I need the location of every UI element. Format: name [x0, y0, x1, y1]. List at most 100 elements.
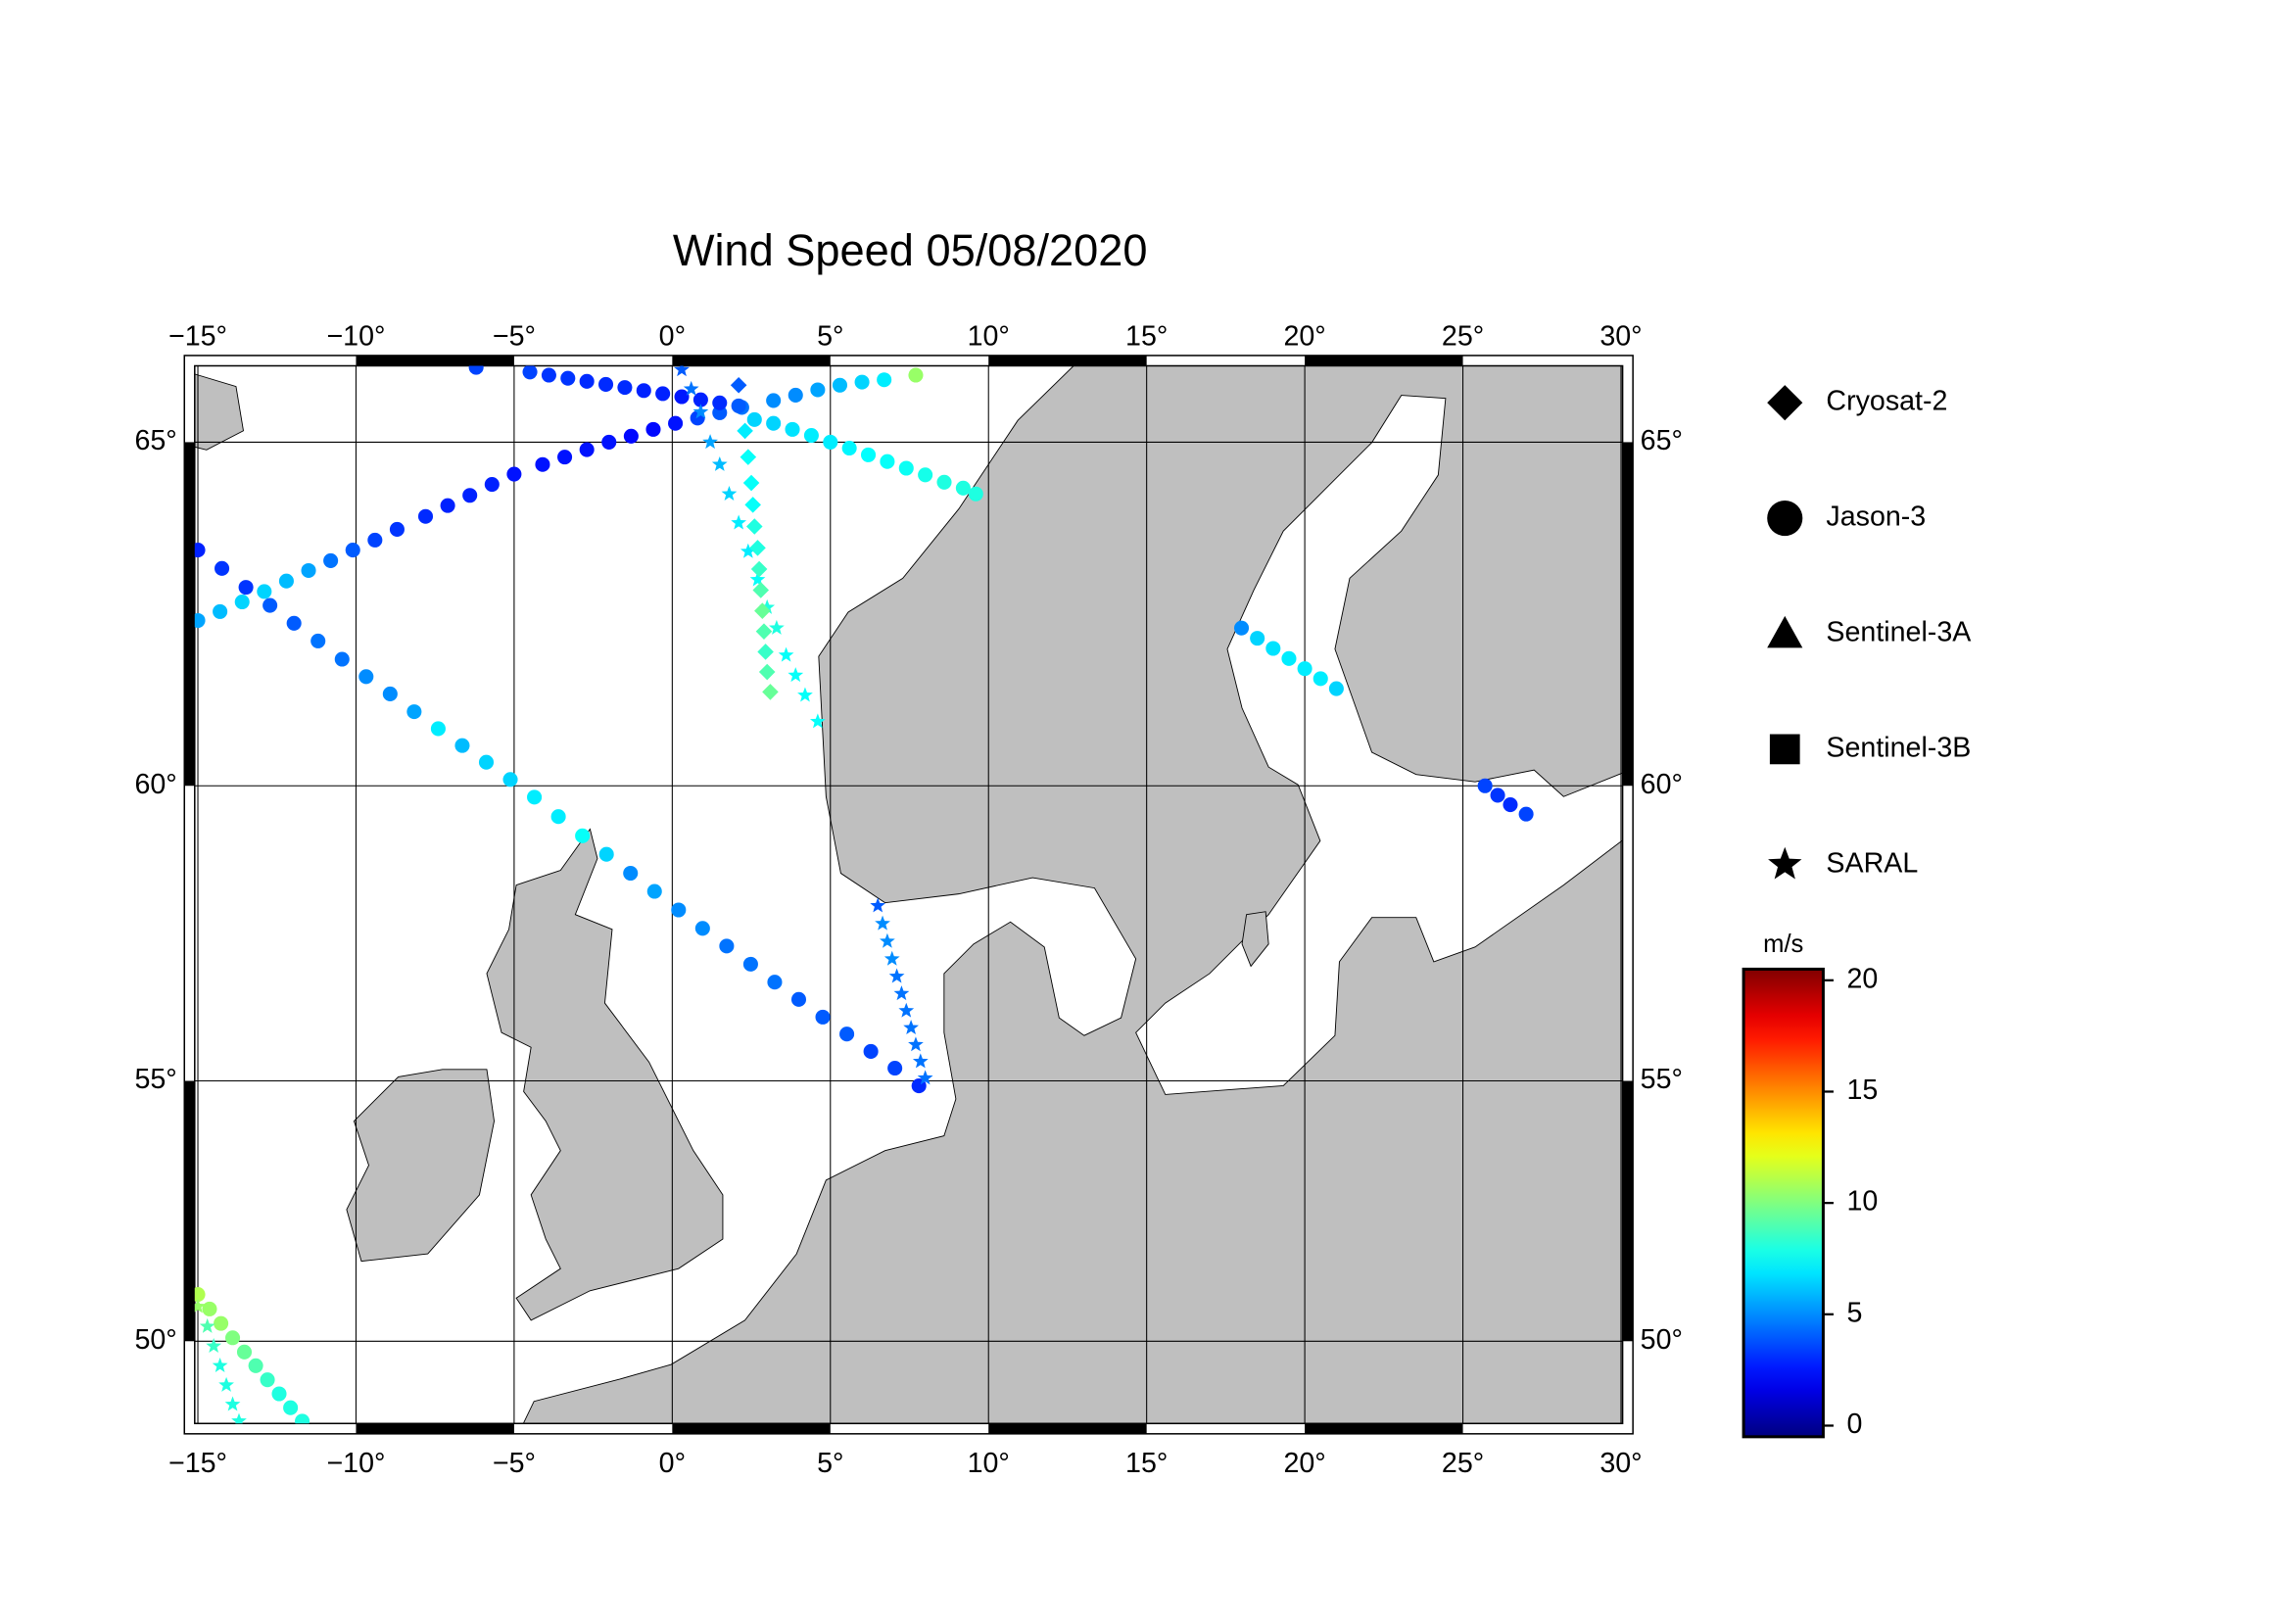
y-tick-label: 65° [134, 425, 176, 456]
x-tick-label: 5° [817, 1448, 843, 1479]
track-point [671, 902, 687, 918]
track-point [225, 1330, 241, 1346]
track-point [541, 367, 556, 383]
legend-marker [1769, 734, 1800, 765]
track-point [918, 467, 933, 483]
track-point [1503, 797, 1518, 813]
track-point [674, 389, 690, 405]
x-tick-label: −15° [168, 1448, 227, 1479]
frame-bar [988, 1423, 1147, 1434]
track-point [334, 651, 350, 667]
frame-bar [1622, 1080, 1634, 1342]
track-point [674, 365, 690, 377]
land [194, 373, 244, 451]
track-point [1297, 661, 1313, 677]
track-point [527, 789, 543, 805]
land [346, 1069, 495, 1263]
track-point [758, 663, 776, 681]
track-point [1518, 806, 1534, 822]
track-point [731, 398, 746, 413]
track-point [908, 367, 924, 383]
track-point [367, 532, 383, 548]
y-tick-label: 50° [134, 1324, 176, 1356]
frame-bar [356, 355, 514, 366]
track-point [213, 603, 228, 619]
legend-label: Sentinel-3B [1826, 732, 1971, 763]
track-point [731, 514, 747, 530]
track-point [1250, 631, 1265, 646]
frame-bar [1305, 1423, 1463, 1434]
track-point [746, 411, 762, 427]
frame-bar [672, 1423, 831, 1434]
track-point [854, 374, 870, 390]
y-tick-label: 60° [134, 769, 176, 800]
colorbar-tick-label: 20 [1847, 963, 1879, 994]
track-point [841, 440, 857, 456]
track-point [898, 1002, 915, 1018]
track-point [655, 386, 671, 402]
track-point [955, 480, 971, 496]
track-point [888, 968, 905, 983]
legend-marker [1767, 500, 1803, 537]
track-point [917, 1070, 933, 1085]
land [522, 365, 1623, 1424]
track-point [623, 428, 639, 444]
y-tick-label: 65° [1641, 425, 1683, 456]
track-point [797, 687, 813, 702]
track-point [214, 1315, 229, 1331]
track-point [702, 434, 718, 450]
frame-bar [1305, 355, 1463, 366]
track-point [560, 370, 576, 386]
track-point [721, 485, 738, 501]
tracks [194, 365, 1534, 1424]
y-tick-label: 55° [1641, 1064, 1683, 1095]
track-point [238, 580, 254, 596]
track-point [224, 1396, 241, 1411]
track-point [440, 498, 455, 513]
track-point [1281, 650, 1297, 666]
track-point [579, 373, 595, 389]
track-point [598, 846, 614, 862]
track-point [484, 477, 500, 493]
colorbar-tick-label: 0 [1847, 1409, 1863, 1440]
track-point [912, 1053, 929, 1069]
track-point [417, 508, 434, 524]
track-point [271, 1386, 287, 1402]
track-point [579, 442, 595, 457]
track-point [194, 543, 206, 558]
track-point [502, 772, 518, 788]
track-point [462, 488, 478, 503]
track-point [740, 543, 756, 558]
track-point [301, 562, 316, 579]
track-point [278, 573, 294, 589]
track-point [215, 560, 230, 576]
track-point [260, 1372, 275, 1388]
track-point [1233, 620, 1250, 636]
x-tick-label: 10° [968, 1448, 1010, 1479]
track-point [202, 1301, 217, 1316]
track-point [323, 552, 339, 568]
track-point [803, 427, 819, 444]
track-point [382, 686, 398, 701]
x-tick-label: 0° [659, 320, 686, 352]
track-point [860, 447, 877, 462]
x-tick-label: 30° [1599, 1448, 1642, 1479]
track-point [788, 667, 804, 683]
track-point [468, 365, 484, 375]
track-point [692, 392, 708, 407]
track-point [903, 1020, 919, 1035]
frame-bar [184, 1080, 195, 1342]
track-point [430, 721, 446, 737]
track-point [194, 1287, 206, 1303]
track-point [550, 809, 566, 825]
colorbar [1742, 967, 1825, 1439]
chart-body: Wind Speed 05/08/2020 −15° −15° −10° −10° −5… [134, 225, 1972, 1479]
frame-bar [672, 355, 831, 366]
x-tick-label: 15° [1125, 320, 1168, 352]
track-point [295, 1413, 310, 1424]
frame-bar [1622, 442, 1634, 787]
track-point [749, 540, 766, 556]
track-point [598, 376, 614, 392]
track-point [769, 619, 785, 635]
